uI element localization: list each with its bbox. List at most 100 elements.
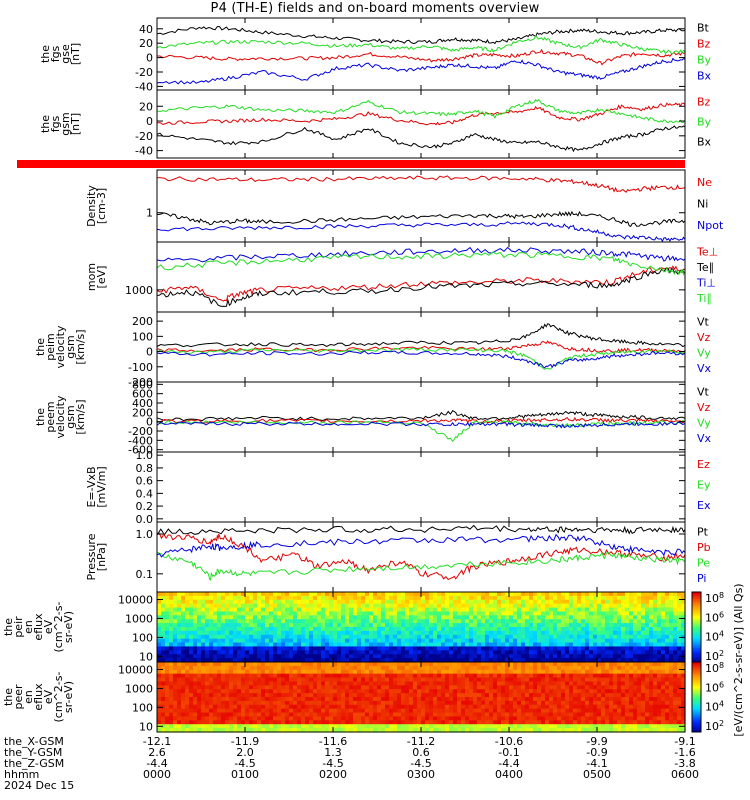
heatmap-cell — [257, 638, 262, 644]
heatmap-cell — [449, 704, 454, 710]
heatmap-cell — [281, 630, 286, 636]
heatmap-cell — [473, 630, 478, 636]
colorbar-step — [692, 593, 701, 596]
heatmap-cell — [237, 630, 242, 636]
heatmap-cell — [585, 665, 590, 671]
heatmap-cell — [273, 716, 278, 721]
heatmap-cell — [257, 611, 262, 616]
heatmap-cell — [533, 650, 538, 655]
heatmap-cell — [309, 650, 314, 655]
heatmap-cell — [377, 708, 382, 714]
series-line-fgs_gsm-2 — [157, 125, 685, 153]
heatmap-cell — [609, 615, 614, 620]
heatmap-cell — [441, 634, 446, 640]
heatmap-cell — [493, 603, 498, 609]
heatmap-cell — [569, 646, 574, 651]
heatmap-cell — [605, 669, 610, 675]
heatmap-cell — [373, 708, 378, 714]
heatmap-cell — [485, 697, 490, 702]
heatmap-cell — [585, 654, 590, 659]
heatmap-cell — [573, 627, 578, 632]
heatmap-cell — [673, 693, 678, 698]
heatmap-cell — [237, 615, 242, 620]
heatmap-cell — [549, 724, 554, 729]
heatmap-cell — [677, 607, 682, 613]
colorbar-step — [692, 639, 701, 642]
heatmap-cell — [329, 607, 334, 613]
heatmap-cell — [509, 611, 514, 616]
heatmap-cell — [413, 693, 418, 698]
heatmap-cell — [677, 716, 682, 721]
heatmap-cell — [669, 720, 674, 725]
heatmap-cell — [405, 693, 410, 698]
heatmap-cell — [273, 638, 278, 644]
heatmap-cell — [361, 662, 366, 667]
heatmap-cell — [457, 611, 462, 616]
heatmap-cell — [569, 716, 574, 721]
heatmap-cell — [353, 716, 358, 721]
heatmap-cell — [297, 630, 302, 636]
heatmap-cell — [325, 720, 330, 725]
heatmap-cell — [397, 700, 402, 706]
heatmap-cell — [317, 634, 322, 640]
heatmap-cell — [661, 627, 666, 632]
heatmap-cell — [329, 662, 334, 667]
heatmap-cell — [201, 627, 206, 632]
heatmap-cell — [309, 623, 314, 628]
heatmap-cell — [509, 642, 514, 648]
heatmap-cell — [537, 627, 542, 632]
heatmap-cell — [305, 673, 310, 679]
heatmap-cell — [429, 685, 434, 690]
heatmap-cell — [165, 642, 170, 648]
heatmap-cell — [673, 708, 678, 714]
heatmap-cell — [281, 693, 286, 698]
heatmap-cell — [493, 677, 498, 683]
heatmap-cell — [433, 693, 438, 698]
heatmap-cell — [653, 619, 658, 624]
heatmap-cell — [517, 724, 522, 729]
heatmap-cell — [521, 603, 526, 609]
y-tick-label: 100 — [132, 330, 153, 343]
heatmap-cell — [309, 700, 314, 706]
heatmap-cell — [497, 689, 502, 694]
heatmap-cell — [301, 619, 306, 624]
heatmap-cell — [581, 720, 586, 725]
heatmap-cell — [637, 704, 642, 710]
heatmap-cell — [261, 693, 266, 698]
heatmap-cell — [193, 595, 198, 601]
heatmap-cell — [553, 673, 558, 679]
heatmap-cell — [661, 650, 666, 655]
heatmap-cell — [185, 677, 190, 683]
heatmap-cell — [349, 662, 354, 667]
heatmap-cell — [481, 700, 486, 706]
heatmap-cell — [201, 607, 206, 613]
heatmap-cell — [385, 638, 390, 644]
heatmap-cell — [349, 607, 354, 613]
heatmap-cell — [477, 615, 482, 620]
heatmap-cell — [309, 704, 314, 710]
heatmap-cell — [453, 603, 458, 609]
heatmap-cell — [441, 654, 446, 659]
heatmap-cell — [365, 595, 370, 601]
heatmap-cell — [361, 658, 366, 663]
heatmap-cell — [613, 634, 618, 640]
heatmap-cell — [489, 630, 494, 636]
heatmap-cell — [429, 677, 434, 683]
heatmap-cell — [417, 627, 422, 632]
heatmap-cell — [377, 681, 382, 686]
heatmap-cell — [573, 611, 578, 616]
heatmap-cell — [205, 712, 210, 718]
heatmap-cell — [505, 662, 510, 667]
heatmap-cell — [401, 665, 406, 671]
heatmap-cell — [257, 662, 262, 667]
heatmap-cell — [229, 665, 234, 671]
heatmap-cell — [561, 708, 566, 714]
heatmap-cell — [273, 646, 278, 651]
heatmap-cell — [189, 615, 194, 620]
heatmap-cell — [273, 654, 278, 659]
heatmap-cell — [173, 615, 178, 620]
heatmap-cell — [401, 708, 406, 714]
heatmap-cell — [245, 689, 250, 694]
heatmap-cell — [581, 634, 586, 640]
heatmap-cell — [493, 619, 498, 624]
